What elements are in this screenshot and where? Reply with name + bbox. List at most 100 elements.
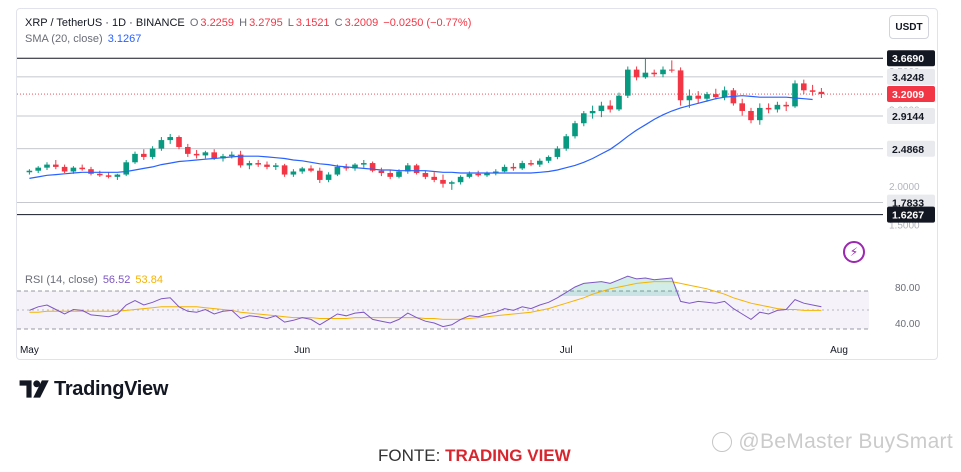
candle[interactable] — [44, 164, 50, 168]
candle[interactable] — [801, 83, 807, 91]
candle[interactable] — [449, 182, 455, 184]
price-label-1[interactable]: 3.4248 — [887, 68, 935, 85]
candle[interactable] — [554, 148, 561, 157]
rsi-line[interactable] — [29, 275, 822, 328]
candle[interactable] — [642, 72, 649, 78]
candle[interactable] — [669, 69, 675, 71]
candle[interactable] — [537, 160, 543, 165]
candle[interactable] — [61, 166, 68, 172]
candle[interactable] — [290, 171, 297, 175]
candle[interactable] — [387, 173, 393, 177]
candle[interactable] — [721, 90, 728, 98]
candle[interactable] — [510, 166, 517, 169]
candle[interactable] — [466, 173, 473, 177]
candle[interactable] — [114, 174, 121, 177]
candle[interactable] — [484, 173, 490, 176]
candle[interactable] — [748, 110, 754, 121]
candle[interactable] — [26, 170, 33, 173]
symbol-label[interactable]: XRP / TetherUS · 1D · BINANCE — [25, 17, 185, 29]
candle[interactable] — [70, 167, 77, 172]
candle[interactable] — [176, 137, 182, 147]
candle[interactable] — [53, 164, 59, 167]
candle[interactable] — [229, 154, 235, 157]
candle[interactable] — [528, 163, 534, 165]
chart-panel[interactable]: 3.50003.00002.00001.500080.0040.003.6690… — [16, 8, 938, 360]
candle[interactable] — [765, 107, 772, 110]
candle[interactable] — [413, 165, 420, 174]
candle[interactable] — [343, 166, 349, 169]
candle[interactable] — [167, 137, 173, 141]
candle[interactable] — [677, 70, 684, 101]
candle[interactable] — [193, 153, 200, 156]
candle[interactable] — [501, 166, 508, 172]
candle[interactable] — [457, 176, 464, 183]
price-label-6[interactable]: 1.6267 — [887, 206, 935, 223]
rsi-ma-line[interactable] — [29, 281, 822, 320]
candle[interactable] — [422, 173, 429, 177]
candle[interactable] — [361, 163, 367, 165]
chart-canvas[interactable]: 3.50003.00002.00001.500080.0040.003.6690… — [17, 9, 938, 360]
candle[interactable] — [211, 152, 217, 159]
candle[interactable] — [598, 105, 605, 111]
candle[interactable] — [589, 110, 596, 114]
candle[interactable] — [563, 136, 569, 149]
candle[interactable] — [493, 171, 499, 174]
candle[interactable] — [809, 90, 816, 92]
candle[interactable] — [273, 165, 279, 167]
candle[interactable] — [405, 165, 411, 172]
candle[interactable] — [79, 167, 85, 170]
candle[interactable] — [519, 163, 525, 169]
candle[interactable] — [35, 167, 41, 171]
candle[interactable] — [132, 153, 138, 163]
candle[interactable] — [246, 163, 253, 166]
candle[interactable] — [88, 169, 94, 174]
price-label-0[interactable]: 3.6690 — [887, 50, 935, 67]
candle[interactable] — [792, 83, 798, 107]
candle[interactable] — [616, 95, 622, 110]
candle[interactable] — [607, 105, 613, 110]
candle[interactable] — [431, 176, 437, 180]
price-label-4[interactable]: 2.4868 — [887, 140, 935, 157]
candle[interactable] — [185, 146, 191, 154]
currency-button[interactable]: USDT — [889, 15, 929, 39]
candle[interactable] — [660, 69, 666, 75]
candle[interactable] — [308, 168, 314, 171]
candle[interactable] — [572, 123, 578, 137]
sma-legend[interactable]: SMA (20, close) 3.1267 — [25, 33, 143, 45]
candle[interactable] — [545, 156, 552, 161]
candle[interactable] — [378, 170, 385, 174]
sma-line[interactable] — [29, 95, 813, 179]
candle[interactable] — [202, 152, 209, 156]
candle[interactable] — [123, 162, 129, 175]
candle[interactable] — [713, 94, 719, 98]
candle[interactable] — [475, 173, 481, 176]
candle[interactable] — [369, 163, 376, 171]
candle[interactable] — [695, 95, 701, 99]
candle[interactable] — [783, 104, 789, 107]
candle[interactable] — [704, 94, 710, 99]
candle[interactable] — [440, 179, 446, 184]
candle[interactable] — [97, 173, 103, 176]
candle[interactable] — [581, 113, 587, 124]
candle[interactable] — [281, 165, 288, 175]
candle[interactable] — [757, 107, 763, 121]
rsi-legend[interactable]: RSI (14, close) 56.52 53.84 — [25, 274, 165, 286]
candle[interactable] — [325, 174, 332, 180]
price-label-2[interactable]: 3.2009 — [887, 86, 935, 103]
candle[interactable] — [149, 148, 156, 157]
candle[interactable] — [105, 175, 112, 177]
candle[interactable] — [633, 69, 640, 78]
candle[interactable] — [334, 166, 341, 175]
candle[interactable] — [739, 103, 745, 111]
candle[interactable] — [686, 95, 693, 101]
candle[interactable] — [237, 154, 244, 166]
candle[interactable] — [264, 164, 270, 167]
candle[interactable] — [317, 170, 323, 180]
candle[interactable] — [818, 91, 825, 95]
candle[interactable] — [255, 163, 261, 165]
price-label-3[interactable]: 2.9144 — [887, 108, 935, 125]
candle[interactable] — [651, 72, 657, 75]
candle[interactable] — [141, 153, 147, 157]
candle[interactable] — [299, 168, 305, 172]
candle[interactable] — [158, 140, 165, 149]
